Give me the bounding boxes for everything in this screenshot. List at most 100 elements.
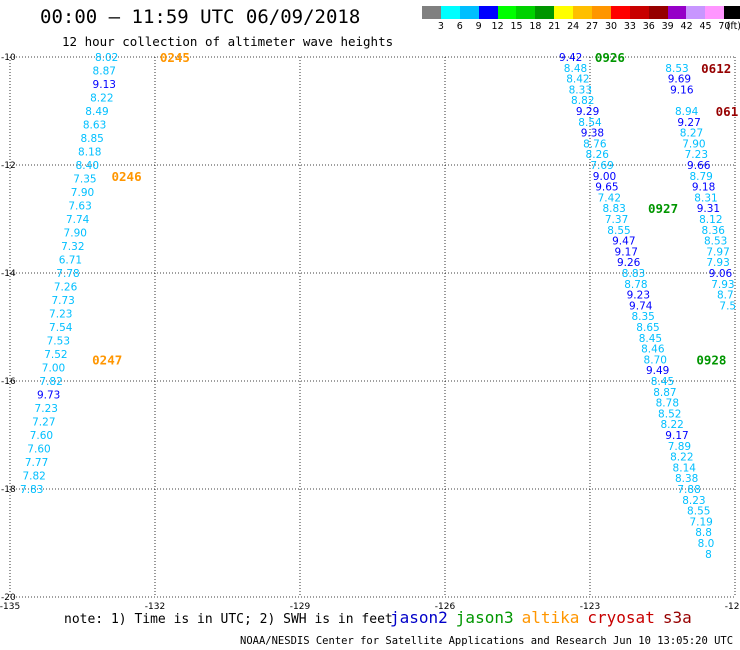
swh-data-label: 8.83 [622, 268, 645, 280]
swh-data-label: 9.74 [629, 300, 653, 312]
swh-data-label: 8.23 [682, 495, 705, 507]
colorbar-swatch [554, 6, 574, 19]
swh-data-label: 8.38 [675, 473, 698, 485]
swh-data-label: 7.53 [47, 336, 70, 348]
x-tick-label: -132 [145, 602, 165, 612]
swh-data-label: 8.55 [607, 225, 630, 237]
swh-data-label: 6.71 [59, 255, 82, 267]
y-tick-label: -16 [1, 377, 16, 387]
satellite-legend-item: s3a [662, 608, 692, 627]
swh-data-label: 7.60 [27, 444, 50, 456]
colorbar-label: (ft) [726, 21, 740, 32]
swh-data-label: 7.23 [685, 149, 708, 161]
colorbar-swatch [629, 6, 649, 19]
colorbar-label: 36 [642, 21, 655, 32]
swh-data-label: 8.85 [80, 133, 103, 145]
colorbar-label: 27 [586, 21, 599, 32]
swh-data-label: 7.23 [35, 403, 58, 415]
swh-data-label: 8.18 [78, 147, 101, 159]
swh-data-label: 8.76 [583, 138, 607, 150]
colorbar-swatch [592, 6, 611, 19]
swh-data-label: 7.82 [22, 471, 45, 483]
swh-data-label: 9.31 [697, 203, 720, 215]
swh-data-label: 9.26 [617, 257, 641, 269]
swh-data-label: 8.94 [675, 106, 699, 118]
swh-data-label: 7.63 [68, 201, 91, 213]
colorbar-legend: 3 6 9 12 15 18 21 24 27 30 33 36 39 42 45 70 (ft) [422, 6, 740, 35]
colorbar-label: 30 [604, 21, 618, 32]
x-tick-label: -129 [290, 602, 311, 612]
swh-data-label: 8.8 [695, 527, 712, 539]
swh-data-label: 7.93 [706, 257, 729, 269]
swh-data-label: 8.83 [602, 203, 625, 215]
colorbar-swatches [422, 6, 740, 19]
swh-data-label: 7.69 [590, 160, 613, 172]
colorbar-label: 45 [699, 21, 712, 32]
satellite-legend-item: altika [521, 608, 580, 627]
swh-data-label: 7.82 [39, 376, 62, 388]
colorbar-label: 15 [510, 21, 523, 32]
swh-data-label: 8.78 [656, 398, 679, 410]
chart-title: 00:00 – 11:59 UTC 06/09/2018 [40, 6, 361, 28]
footnote: note: 1) Time is in UTC; 2) SWH is in fe… [64, 612, 393, 627]
swh-data-label: 7.77 [25, 457, 48, 469]
swh-data-label: 8.22 [660, 419, 683, 431]
swh-data-label: 8.26 [586, 149, 610, 161]
swh-data-label: 8.33 [569, 84, 592, 96]
colorbar-label: 33 [623, 21, 636, 32]
colorbar-label: 12 [491, 21, 504, 32]
swh-data-label: 7.52 [44, 349, 67, 361]
swh-data-label: 7.90 [64, 228, 87, 240]
colorbar-swatch [724, 6, 740, 19]
time-label: 0245 [160, 50, 190, 65]
swh-data-label: 7.90 [71, 187, 94, 199]
colorbar-labels: 3 6 9 12 15 18 21 24 27 30 33 36 39 42 45 70 (ft) [422, 21, 740, 35]
swh-data-label: 9.17 [615, 246, 638, 258]
swh-data-label: 8.55 [687, 506, 710, 518]
x-tick-label: -135 [0, 602, 20, 612]
swh-data-label: 8.45 [639, 333, 662, 345]
swh-data-label: 8.54 [578, 117, 602, 129]
satellite-legend-item: cryosat [587, 608, 655, 627]
swh-data-label: 8.46 [641, 344, 665, 356]
swh-data-label: 7.32 [61, 241, 84, 253]
swh-data-label: 8.42 [566, 74, 589, 86]
swh-data-label: 7.35 [73, 174, 96, 186]
swh-data-label: 8.22 [90, 93, 113, 105]
swh-data-label: 8.0 [698, 538, 715, 550]
swh-data-label: 7.54 [49, 322, 73, 334]
y-tick-label: -14 [1, 269, 16, 279]
colorbar-swatch [535, 6, 555, 19]
swh-data-label: 7.78 [56, 268, 79, 280]
swh-data-label: 8.70 [644, 354, 667, 366]
x-tick-label: -126 [435, 602, 456, 612]
swh-data-label: 7.74 [66, 214, 90, 226]
swh-data-label: 7.88 [677, 484, 700, 496]
swh-data-label: 8.45 [651, 376, 674, 388]
swh-data-label: 7.23 [49, 309, 72, 321]
colorbar-label: 6 [456, 21, 463, 32]
colorbar-swatch [440, 6, 460, 19]
colorbar-swatch [478, 6, 498, 19]
chart-subtitle: 12 hour collection of altimeter wave hei… [62, 34, 394, 49]
time-label: 0927 [648, 201, 678, 216]
swh-data-label: 9.17 [665, 430, 688, 442]
time-label: 0246 [112, 169, 142, 184]
swh-data-label: 9.65 [595, 182, 618, 194]
swh-data-label: 8.53 [665, 63, 688, 75]
swh-data-label: 8.82 [571, 95, 594, 107]
swh-data-label: 9.69 [668, 74, 691, 86]
swh-data-label: 8 [705, 549, 712, 561]
swh-data-label: 7.27 [32, 417, 55, 429]
credit-line: NOAA/NESDIS Center for Satellite Applica… [240, 635, 740, 647]
colorbar-label: 24 [567, 21, 580, 32]
swh-data-label: 7.37 [605, 214, 628, 226]
swh-data-label: 9.49 [646, 365, 669, 377]
y-tick-label: -18 [1, 485, 16, 495]
x-tick-label: -123 [580, 602, 600, 612]
swh-data-label: 8.36 [702, 225, 726, 237]
colorbar-label: 18 [529, 21, 542, 32]
colorbar-swatch [422, 6, 441, 19]
swh-data-label: 7.5 [719, 300, 736, 312]
swh-data-label: 9.16 [670, 84, 694, 96]
